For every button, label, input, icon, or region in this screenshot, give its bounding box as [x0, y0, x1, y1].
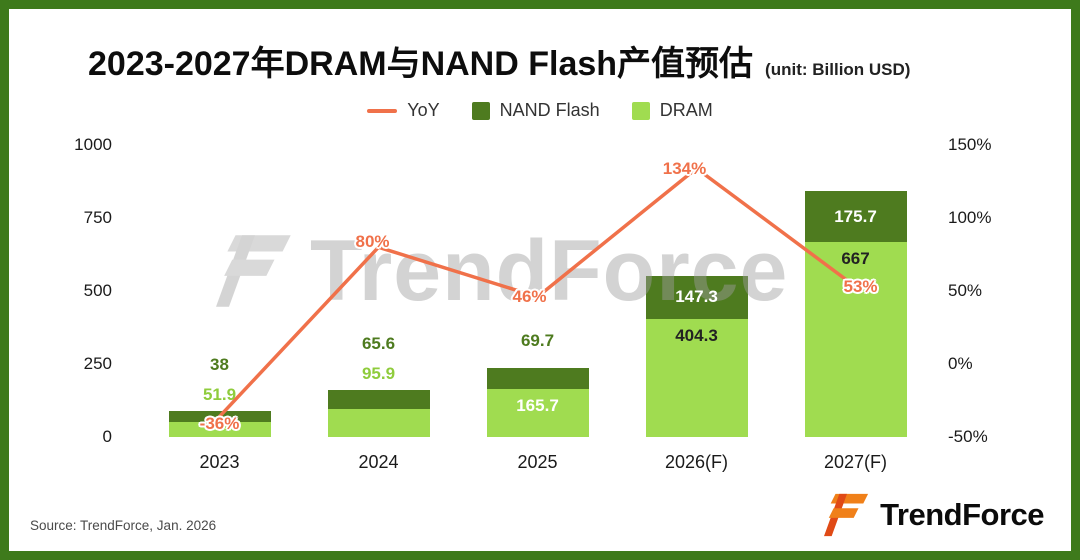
bar-segment-dram [327, 408, 430, 437]
value-label-yoy: 80% [355, 232, 390, 252]
y-axis-left-tick: 0 [102, 427, 112, 446]
value-label-nand: 65.6 [361, 333, 396, 353]
x-axis-label: 2023 [199, 452, 240, 472]
y-axis-left-tick: 750 [83, 208, 112, 227]
value-label-dram: 404.3 [675, 325, 718, 345]
chart-unit-label: (unit: Billion USD) [765, 60, 911, 79]
value-label-yoy: 53% [843, 276, 878, 296]
value-label-yoy: 134% [662, 159, 707, 179]
value-label-dram: 165.7 [516, 395, 559, 415]
y-axis-left-tick: 500 [83, 281, 112, 300]
legend-marker-dram [631, 101, 650, 120]
value-label-dram: 95.9 [361, 363, 396, 383]
legend-marker-nand-flash [471, 101, 490, 120]
x-axis-label: 2027(F) [823, 452, 888, 472]
watermark-logo-icon [216, 235, 291, 307]
legend-item-dram: DRAM [631, 100, 713, 121]
bar-segment-dram [168, 421, 271, 437]
value-label-nand: 147.3 [675, 287, 718, 307]
value-label-dram: 51.9 [202, 384, 237, 404]
x-axis-label: 2024 [358, 452, 399, 472]
y-axis-right-tick: -50% [948, 427, 988, 446]
value-label-yoy: 46% [512, 286, 547, 306]
legend-label: YoY [407, 100, 440, 120]
value-label-nand: 38 [210, 354, 229, 374]
chart-legend: YoY NAND Flash DRAM [0, 100, 1080, 121]
value-label-nand: 69.7 [520, 331, 555, 351]
trendforce-logo-text: TrendForce [880, 497, 1044, 532]
legend-item-nand-flash: NAND Flash [471, 100, 600, 121]
bar-segment-dram [804, 242, 907, 437]
page-title: 2023-2027年DRAM与NAND Flash产值预估 (unit: Bil… [88, 36, 910, 85]
y-axis-left-tick: 250 [83, 354, 112, 373]
value-label-dram: 667 [841, 249, 870, 269]
value-label-nand: 175.7 [834, 206, 877, 226]
legend-label: DRAM [659, 100, 713, 120]
y-axis-left-tick: 1000 [74, 135, 112, 154]
trendforce-logo: TrendForce [824, 492, 1044, 538]
y-axis-right-tick: 50% [948, 281, 983, 300]
chart-title: 2023-2027年DRAM与NAND Flash产值预估 [88, 45, 754, 83]
source-note: Source: TrendForce, Jan. 2026 [30, 518, 217, 533]
x-axis-label: 2025 [517, 452, 558, 472]
y-axis-right-tick: 150% [948, 135, 992, 154]
y-axis-right-tick: 100% [948, 208, 992, 227]
x-axis-label: 2026(F) [664, 452, 729, 472]
y-axis-right-tick: 0% [948, 354, 973, 373]
legend-marker-yoy [367, 108, 398, 113]
value-label-yoy: -36% [199, 413, 240, 433]
trendforce-logo-icon [824, 493, 869, 537]
legend-item-yoy: YoY [367, 100, 440, 121]
legend-label: NAND Flash [499, 100, 600, 120]
bar-segment-nand [327, 389, 430, 409]
bar-segment-nand [486, 368, 589, 389]
